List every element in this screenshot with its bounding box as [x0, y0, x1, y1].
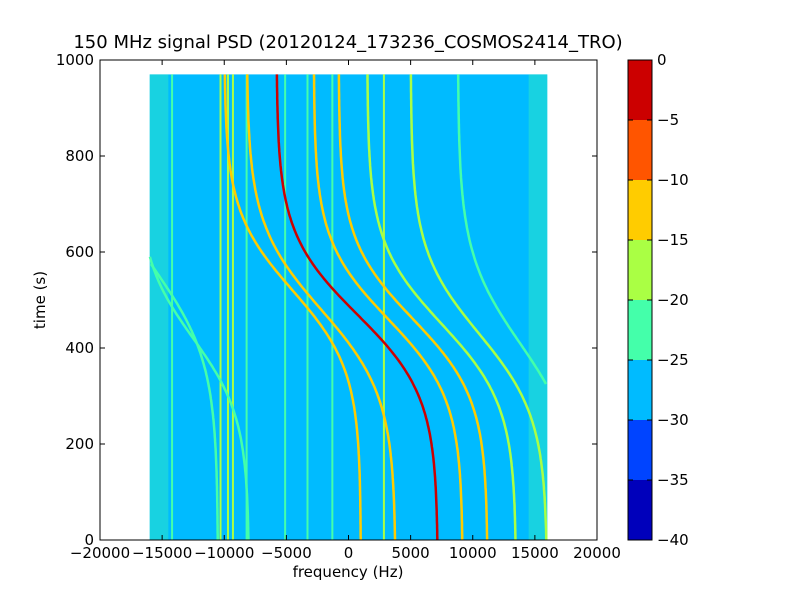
- x-tick-label: −15000: [132, 544, 192, 562]
- x-axis-label: frequency (Hz): [293, 563, 404, 581]
- x-tick-label: 20000: [573, 544, 621, 562]
- y-tick-label: 800: [65, 147, 94, 165]
- colorbar-segment: [628, 360, 652, 420]
- edge-noise-left: [149, 74, 169, 541]
- x-tick-label: 15000: [511, 544, 559, 562]
- colorbar-tick-label: −30: [657, 411, 689, 429]
- x-tick-label: 10000: [449, 544, 497, 562]
- colorbar-segment: [628, 60, 652, 120]
- y-tick-label: 600: [65, 243, 94, 261]
- colorbar-tick-label: −35: [657, 471, 689, 489]
- doppler-track-4: [275, 74, 439, 540]
- colorbar-tick-label: −40: [657, 531, 689, 549]
- colorbar-segment: [628, 420, 652, 480]
- colorbar: −40 −35 −30 −25 −20 −15 −10 −5 0: [627, 51, 689, 549]
- colorbar-tick-label: −15: [657, 231, 689, 249]
- x-axis: −20000 −15000 −10000 −5000 0 5000 10000 15000 20…: [70, 60, 621, 562]
- x-tick-label: −10000: [194, 544, 254, 562]
- y-tick-label: 400: [65, 339, 94, 357]
- colorbar-tick-label: −20: [657, 291, 689, 309]
- doppler-track-7: [366, 74, 517, 541]
- colorbar-segment: [628, 480, 652, 540]
- colorbar-segment: [628, 120, 652, 180]
- doppler-track-2: [223, 74, 362, 540]
- doppler-track-5: [312, 74, 464, 540]
- y-tick-label: 0: [84, 531, 94, 549]
- x-tick-label: 0: [344, 544, 354, 562]
- plot-area: [99, 59, 598, 541]
- y-tick-label: 1000: [56, 51, 94, 69]
- colorbar-segment: [628, 300, 652, 360]
- doppler-track-0: [149, 263, 219, 540]
- y-axis-label: time (s): [31, 271, 49, 329]
- colorbar-tick-label: 0: [657, 51, 667, 69]
- heatmap: [148, 74, 548, 541]
- colorbar-segment: [628, 240, 652, 300]
- edge-noise-right: [528, 74, 548, 541]
- doppler-track-1: [148, 256, 250, 540]
- doppler-track-9: [456, 74, 548, 385]
- colorbar-tick-label: −10: [657, 171, 689, 189]
- x-tick-label: −5000: [261, 544, 312, 562]
- x-tick-label: 5000: [392, 544, 430, 562]
- y-axis: 0 200 400 600 800 1000: [56, 51, 597, 549]
- colorbar-tick-label: −25: [657, 351, 689, 369]
- doppler-track-3: [246, 74, 397, 540]
- chart-title: 150 MHz signal PSD (20120124_173236_COSM…: [73, 32, 622, 53]
- doppler-track-8: [409, 74, 548, 541]
- colorbar-tick-label: −5: [657, 111, 679, 129]
- doppler-track-6: [337, 74, 489, 540]
- colorbar-segment: [628, 180, 652, 240]
- x-tick-label: −20000: [70, 544, 130, 562]
- y-tick-label: 200: [65, 435, 94, 453]
